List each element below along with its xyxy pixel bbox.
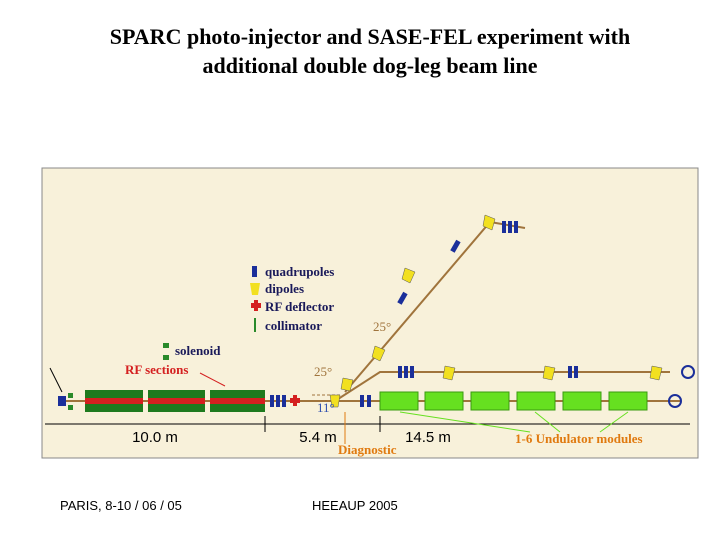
legend-label: RF deflector bbox=[265, 299, 334, 314]
dump bbox=[668, 394, 682, 408]
distance-label: 5.4 m bbox=[299, 429, 337, 446]
solenoid-icon bbox=[163, 355, 169, 360]
legend-icon bbox=[250, 283, 260, 295]
legend-label: quadrupoles bbox=[265, 264, 334, 279]
quadrupoles bbox=[270, 221, 578, 407]
dimension-lines bbox=[45, 416, 690, 432]
footer-center: HEEAUP 2005 bbox=[312, 498, 398, 513]
arrow bbox=[49, 367, 63, 393]
rf-deflector bbox=[290, 395, 300, 406]
undulators bbox=[379, 391, 648, 411]
title-line: additional double dog-leg beam line bbox=[203, 53, 538, 78]
solenoid-icon bbox=[68, 393, 73, 398]
distance-label: 10.0 m bbox=[132, 429, 178, 446]
solenoid-label: solenoid bbox=[175, 343, 221, 358]
diagnostic-label: Diagnostic bbox=[338, 442, 397, 457]
dogleg-1 bbox=[334, 371, 670, 402]
diagram-background bbox=[41, 167, 699, 459]
angle-label: 11° bbox=[317, 400, 335, 415]
solenoid-icon bbox=[163, 343, 169, 348]
arrow bbox=[199, 372, 226, 387]
gun bbox=[58, 396, 66, 406]
title-line: SPARC photo-injector and SASE-FEL experi… bbox=[110, 24, 630, 49]
distance-label: 14.5 m bbox=[405, 429, 451, 446]
legend-label: collimator bbox=[265, 318, 322, 333]
undulator-label: 1-6 Undulator modules bbox=[515, 431, 643, 446]
arrows bbox=[399, 411, 629, 433]
angle-label: 25° bbox=[373, 319, 391, 334]
dump bbox=[681, 365, 695, 379]
footer-left: PARIS, 8-10 / 06 / 05 bbox=[60, 498, 182, 513]
dipoles bbox=[329, 214, 663, 408]
angle-label: 25° bbox=[314, 364, 332, 379]
legend-label: dipoles bbox=[265, 281, 304, 296]
diagram: quadrupoles dipoles RF deflector collima… bbox=[41, 167, 699, 459]
solenoid-icon bbox=[68, 405, 73, 410]
legend-icon bbox=[252, 266, 257, 277]
legend-icon bbox=[251, 300, 261, 311]
rf-sections-label: RF sections bbox=[125, 362, 188, 377]
rf-sections bbox=[85, 390, 265, 412]
